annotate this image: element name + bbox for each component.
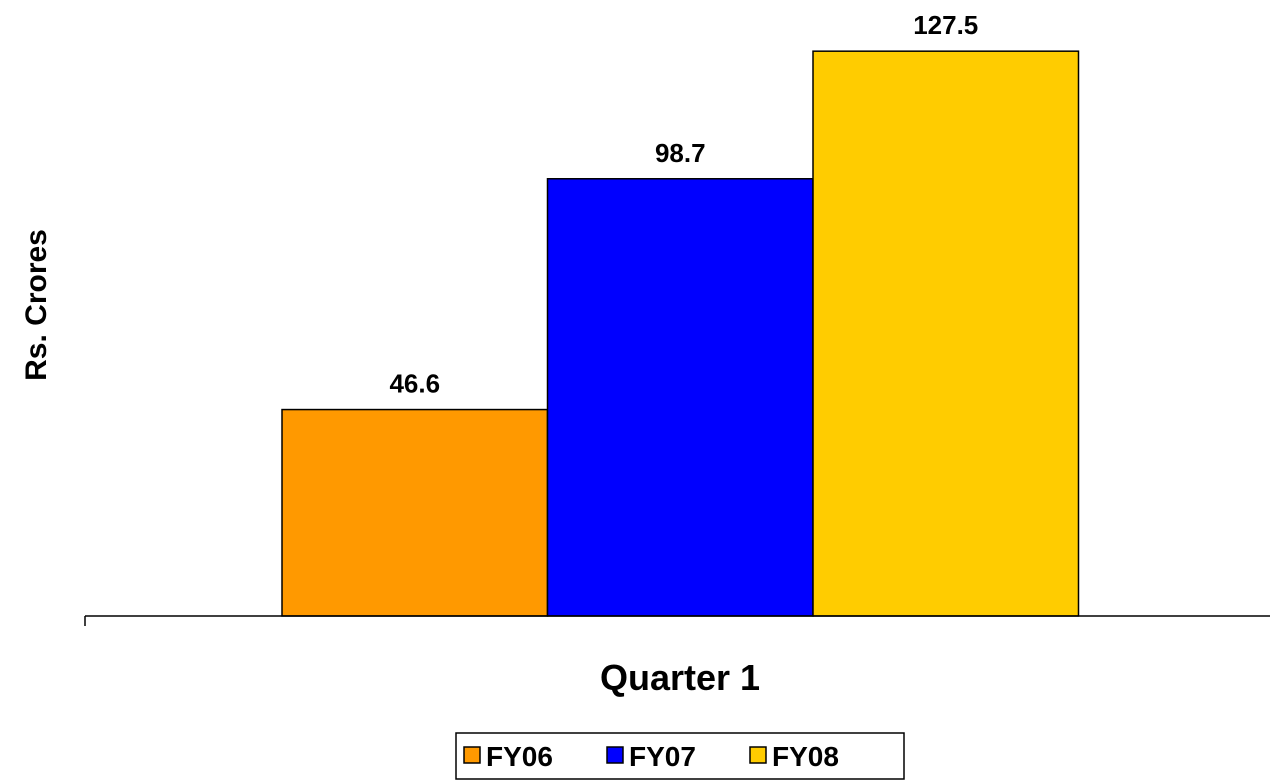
legend-swatch-fy06 [463, 746, 481, 764]
x-axis-title: Quarter 1 [600, 657, 760, 698]
value-label-fy07: 98.7 [655, 138, 706, 168]
legend-swatch-fy08 [749, 746, 767, 764]
legend-label-fy07: FY07 [629, 741, 696, 772]
value-label-fy08: 127.5 [913, 10, 978, 40]
bar-fy07 [546, 178, 814, 617]
legend: FY06 FY07 FY08 [455, 732, 905, 780]
legend-swatch-fy07 [606, 746, 624, 764]
y-axis-title: Rs. Crores [20, 229, 53, 381]
legend-box [455, 732, 905, 780]
legend-label-fy08: FY08 [772, 741, 839, 772]
value-labels-group: 46.6 98.7 127.5 [389, 10, 978, 398]
legend-label-fy06: FY06 [486, 741, 553, 772]
bar-fy06 [281, 408, 549, 617]
bar-fy08 [812, 50, 1080, 617]
value-label-fy06: 46.6 [389, 369, 440, 399]
bars-group [281, 50, 1080, 617]
